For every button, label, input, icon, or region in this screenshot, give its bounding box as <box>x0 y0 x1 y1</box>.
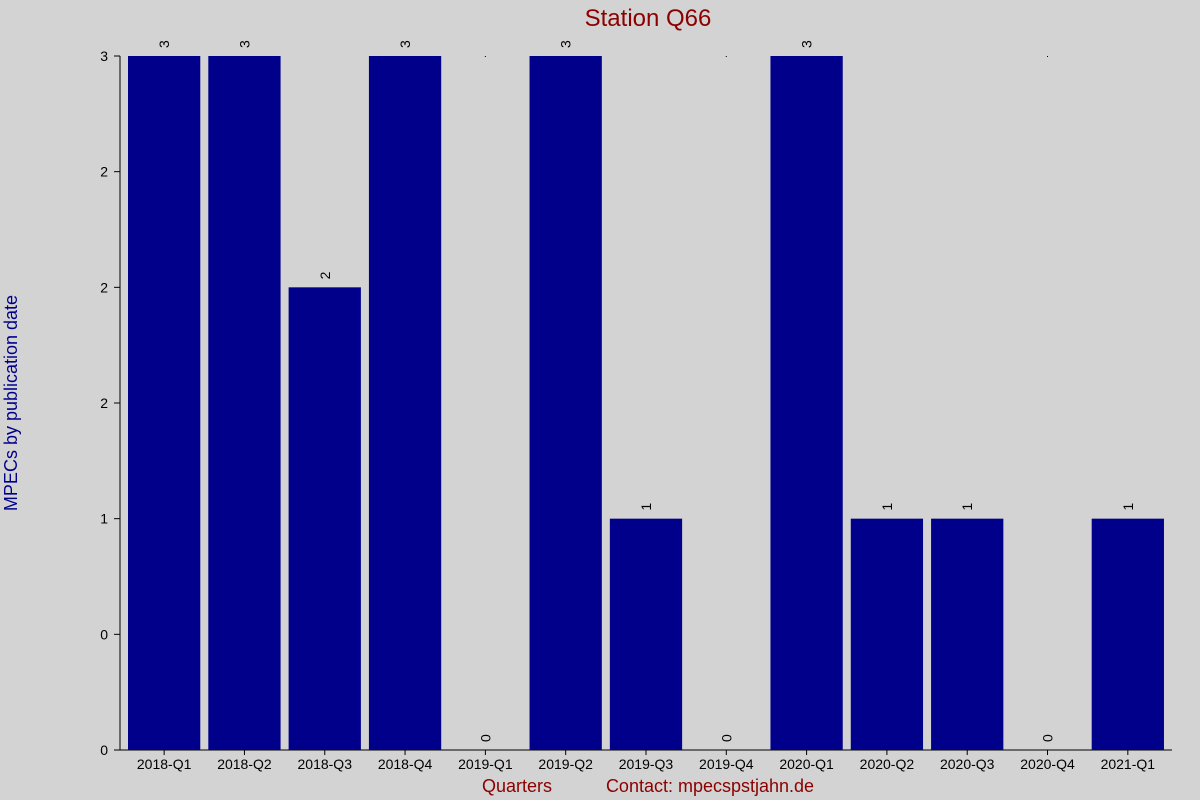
x-axis-label: Quarters <box>482 776 552 796</box>
y-tick-label: 3 <box>100 48 108 64</box>
x-tick-label: 2018-Q1 <box>137 756 192 772</box>
footer-contact: Contact: mpecspstjahn.de <box>606 776 814 796</box>
bar <box>609 518 683 750</box>
bar-value-label: 3 <box>799 40 815 48</box>
y-tick-label: 0 <box>100 742 108 758</box>
y-tick-label: 2 <box>100 279 108 295</box>
x-tick-label: 2019-Q2 <box>538 756 593 772</box>
bar-value-label: 3 <box>156 40 172 48</box>
bar <box>529 56 602 750</box>
y-tick-label: 2 <box>100 164 108 180</box>
bar-value-label: 1 <box>1120 503 1136 511</box>
bar-value-label: 3 <box>397 40 413 48</box>
x-tick-label: 2019-Q4 <box>699 756 754 772</box>
bar <box>931 518 1004 750</box>
x-tick-label: 2018-Q3 <box>298 756 353 772</box>
bar-value-label: 3 <box>236 40 252 48</box>
bar-value-label: 1 <box>879 503 895 511</box>
x-tick-label: 2018-Q4 <box>378 756 433 772</box>
x-tick-label: 2020-Q1 <box>779 756 834 772</box>
bar-value-label: 0 <box>718 734 734 742</box>
bar-value-label: 1 <box>638 503 654 511</box>
bar-value-label: 0 <box>477 734 493 742</box>
chart-title: Station Q66 <box>585 5 712 32</box>
plot-area: 0 0 1 2 2 2 3 3 2018-Q1 3 2018-Q2 2 2018-Q3 3 2018-Q4 0… <box>100 40 1172 772</box>
x-tick-label: 2020-Q4 <box>1020 756 1075 772</box>
bar <box>288 287 361 750</box>
x-tick-label: 2020-Q2 <box>860 756 915 772</box>
bar-value-label: 2 <box>317 271 333 279</box>
bar <box>128 56 201 750</box>
bar-value-label: 1 <box>959 503 975 511</box>
bar <box>770 56 843 750</box>
x-tick-label: 2020-Q3 <box>940 756 995 772</box>
y-tick-label: 0 <box>100 626 108 642</box>
bar <box>208 56 281 750</box>
bar-value-label: 3 <box>558 40 574 48</box>
bar-value-label: 0 <box>1040 734 1056 742</box>
x-tick-label: 2019-Q1 <box>458 756 513 772</box>
empty-bar-marker <box>1047 56 1049 57</box>
bar <box>368 56 442 750</box>
bar <box>1091 518 1164 750</box>
x-tick-label: 2019-Q3 <box>619 756 674 772</box>
x-tick-label: 2021-Q1 <box>1101 756 1156 772</box>
y-axis-label: MPECs by publication date <box>1 295 21 511</box>
empty-bar-marker <box>725 56 727 57</box>
empty-bar-marker <box>484 56 486 57</box>
y-tick-label: 2 <box>100 395 108 411</box>
bar <box>850 518 924 750</box>
y-tick-label: 1 <box>100 511 108 527</box>
x-tick-label: 2018-Q2 <box>217 756 272 772</box>
